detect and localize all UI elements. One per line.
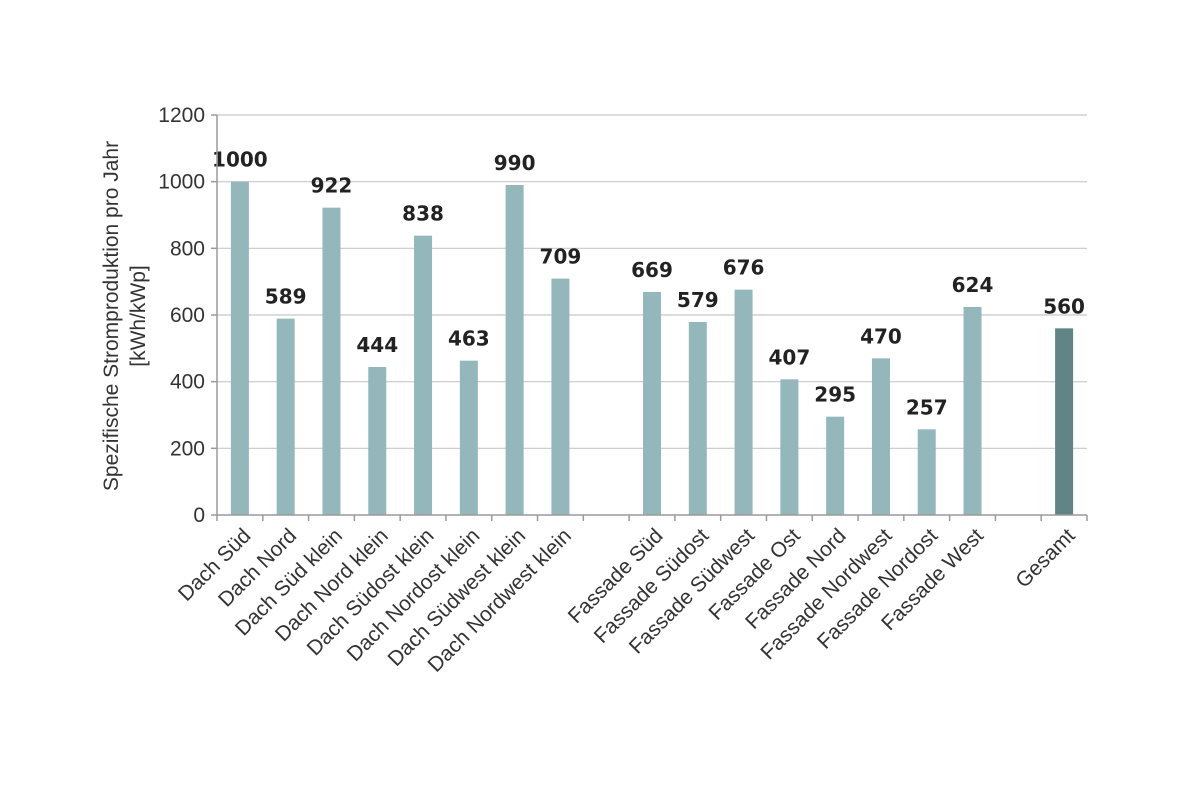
value-label: 589 (265, 285, 307, 309)
value-label: 624 (952, 273, 994, 297)
y-tick-label: 200 (170, 437, 205, 460)
bar (1055, 328, 1074, 515)
y-tick-label: 600 (170, 304, 205, 327)
bar (230, 181, 249, 515)
bar (414, 235, 433, 515)
value-label: 838 (402, 202, 444, 226)
bar (459, 360, 478, 515)
value-label: 709 (540, 245, 582, 269)
y-axis-ticks: 0 200 400 600 800 1000 1200 (158, 104, 217, 527)
value-label: 295 (814, 383, 856, 407)
bar (551, 278, 570, 515)
x-tick-label: Gesamt (1011, 524, 1079, 592)
bar (826, 416, 845, 515)
bar (871, 358, 890, 515)
bar (368, 367, 387, 515)
y-tick-label: 1000 (158, 171, 205, 194)
value-label: 990 (494, 151, 536, 175)
value-label: 560 (1043, 294, 1085, 318)
y-tick-label: 1200 (158, 104, 205, 127)
y-tick-label: 800 (170, 237, 205, 260)
bar (322, 207, 341, 515)
value-label: 444 (356, 333, 398, 357)
value-label: 676 (723, 256, 765, 280)
value-label: 579 (677, 288, 719, 312)
value-label: 669 (631, 258, 673, 282)
value-label: 463 (448, 327, 490, 351)
value-label: 257 (906, 395, 948, 419)
value-label: 1000 (212, 148, 268, 172)
bar (734, 289, 753, 515)
bar (917, 429, 936, 515)
bar (688, 322, 707, 515)
y-axis-title-line2: [kWh/kWp] (127, 265, 150, 367)
y-tick-label: 400 (170, 371, 205, 394)
bar (505, 185, 524, 515)
bar (643, 292, 661, 515)
axes (216, 115, 1088, 521)
bars (230, 181, 1074, 515)
value-label: 407 (768, 345, 810, 369)
value-label: 922 (311, 174, 353, 198)
bar (963, 307, 982, 515)
bar (780, 379, 799, 515)
y-axis-title-line1: Spezifische Stromproduktion pro Jahr (100, 141, 123, 491)
y-tick-label: 0 (193, 504, 205, 527)
value-label: 470 (860, 324, 902, 348)
bar (276, 318, 295, 515)
